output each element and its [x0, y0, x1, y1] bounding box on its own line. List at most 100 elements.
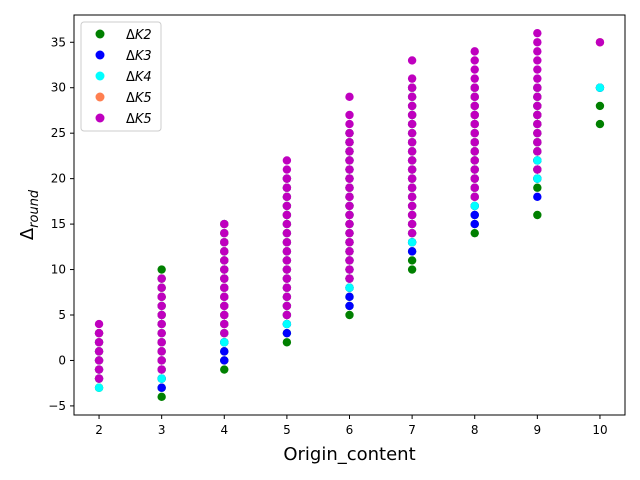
- x-tick-label: 2: [95, 423, 103, 437]
- data-point-series-3: [282, 319, 292, 329]
- legend-label-variable: K4: [135, 70, 152, 85]
- data-point-series-5: [220, 274, 229, 283]
- x-tick-label: 5: [283, 423, 291, 437]
- data-point-series-5: [533, 65, 542, 74]
- data-point-series-5: [282, 310, 292, 320]
- data-point-series-5: [407, 56, 417, 65]
- legend-label-variable: K3: [135, 49, 152, 64]
- data-point-series-5: [407, 165, 417, 174]
- data-point-series-5: [157, 319, 166, 329]
- data-point-series-5: [157, 310, 166, 320]
- data-point-series-5: [470, 74, 479, 83]
- y-tick-label: 30: [51, 81, 66, 95]
- legend-marker: [95, 113, 105, 123]
- data-point-series-5: [533, 165, 542, 174]
- data-point-series-5: [220, 228, 229, 238]
- data-point-series-5: [157, 356, 166, 365]
- data-point-series-5: [282, 265, 292, 274]
- data-point-series-5: [94, 319, 104, 329]
- y-axis-ticks: −5 0 5 10 15 20 25 30 35: [48, 35, 74, 413]
- data-point-series-1: [533, 183, 542, 192]
- data-point-series-5: [470, 92, 479, 102]
- data-point-series-5: [407, 219, 417, 229]
- data-point-series-3: [345, 283, 354, 292]
- data-point-series-5: [533, 47, 542, 56]
- data-point-series-5: [407, 138, 417, 147]
- data-point-series-5: [157, 283, 166, 292]
- data-point-series-3: [533, 156, 542, 165]
- y-tick-label: 5: [58, 308, 66, 322]
- data-point-series-5: [94, 356, 104, 365]
- data-point-series-5: [407, 119, 417, 129]
- data-point-series-5: [282, 301, 292, 311]
- data-point-series-5: [282, 201, 292, 211]
- data-point-series-5: [157, 274, 166, 283]
- data-point-series-5: [533, 83, 542, 92]
- legend-marker: [95, 92, 105, 102]
- legend-label-delta: Δ: [126, 70, 135, 85]
- data-point-series-2: [282, 328, 292, 338]
- data-point-series-5: [407, 147, 417, 156]
- data-point-series-5: [94, 347, 104, 356]
- x-tick-label: 10: [592, 423, 607, 437]
- data-point-series-5: [407, 110, 417, 120]
- data-point-series-5: [157, 347, 166, 356]
- data-point-series-5: [157, 338, 166, 347]
- data-point-series-5: [220, 256, 229, 265]
- data-point-series-5: [533, 101, 542, 111]
- y-tick-label: 25: [51, 126, 66, 140]
- data-point-series-3: [157, 374, 166, 383]
- data-point-series-5: [533, 128, 542, 138]
- data-point-series-5: [94, 338, 104, 347]
- data-point-series-1: [407, 265, 417, 274]
- data-point-series-5: [220, 301, 229, 311]
- data-point-series-5: [282, 183, 292, 192]
- data-point-series-5: [345, 156, 354, 165]
- data-point-series-5: [220, 292, 229, 302]
- x-tick-label: 7: [408, 423, 416, 437]
- data-point-series-5: [345, 219, 354, 229]
- data-point-series-5: [407, 74, 417, 83]
- data-point-series-5: [470, 192, 479, 202]
- data-point-series-5: [220, 328, 229, 338]
- data-point-series-5: [345, 119, 354, 129]
- data-point-series-1: [157, 265, 166, 274]
- data-point-series-5: [533, 147, 542, 156]
- x-axis-label: Origin_content: [283, 444, 415, 465]
- data-point-series-5: [345, 183, 354, 192]
- data-point-series-5: [345, 247, 354, 256]
- data-point-series-5: [157, 328, 166, 338]
- data-point-series-5: [470, 165, 479, 174]
- data-point-series-5: [407, 210, 417, 220]
- data-point-series-5: [220, 283, 229, 292]
- data-point-series-5: [470, 83, 479, 92]
- data-point-series-5: [470, 110, 479, 120]
- data-point-series-5: [282, 238, 292, 247]
- data-point-series-2: [345, 301, 354, 311]
- data-point-series-5: [533, 38, 542, 47]
- data-point-series-5: [345, 238, 354, 247]
- data-point-series-5: [533, 74, 542, 83]
- data-point-series-2: [533, 192, 542, 202]
- data-point-series-5: [533, 92, 542, 102]
- data-point-series-5: [470, 128, 479, 138]
- data-point-series-5: [282, 256, 292, 265]
- data-point-series-5: [345, 165, 354, 174]
- data-point-series-2: [220, 347, 229, 356]
- data-point-series-5: [407, 128, 417, 138]
- y-axis-label: Δround: [17, 189, 42, 240]
- data-point-series-5: [345, 265, 354, 274]
- x-tick-label: 8: [471, 423, 479, 437]
- data-point-series-5: [345, 128, 354, 138]
- legend-label-variable: K2: [135, 28, 152, 43]
- x-tick-label: 6: [346, 423, 354, 437]
- y-tick-label: 35: [51, 35, 66, 49]
- data-point-series-1: [407, 256, 417, 265]
- data-point-series-5: [470, 65, 479, 74]
- x-tick-label: 4: [220, 423, 228, 437]
- data-point-series-5: [345, 228, 354, 238]
- data-point-series-5: [407, 174, 417, 183]
- data-point-series-2: [470, 210, 479, 220]
